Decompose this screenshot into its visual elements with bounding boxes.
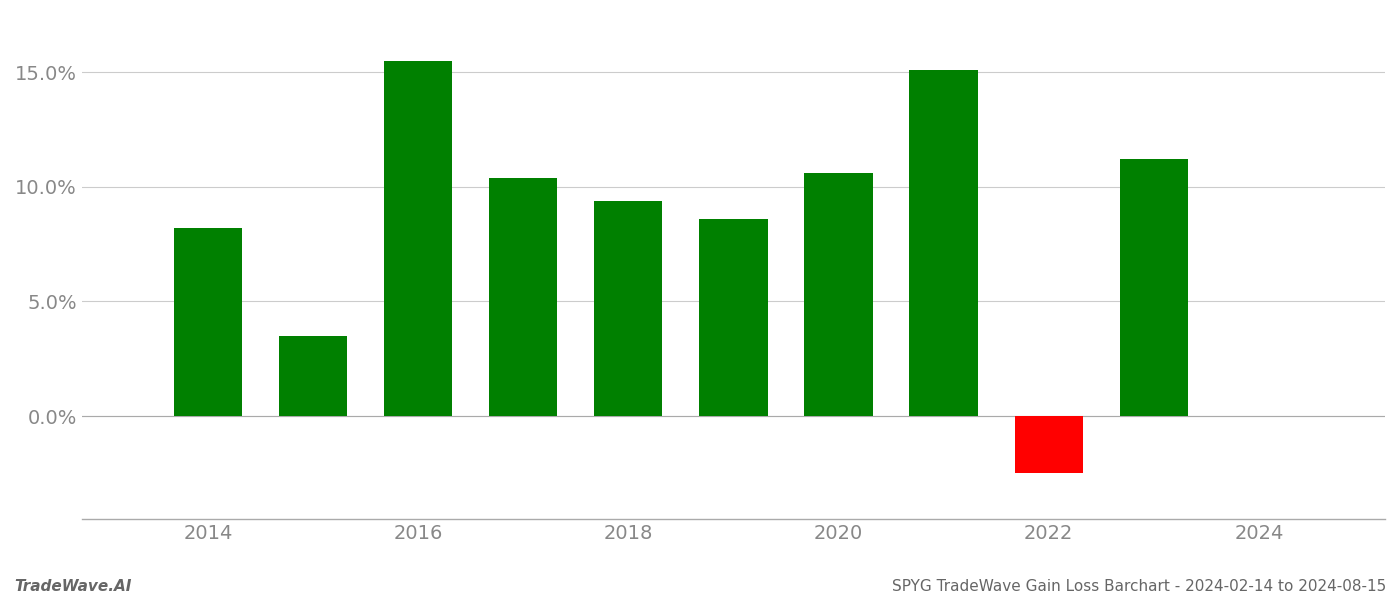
Text: TradeWave.AI: TradeWave.AI	[14, 579, 132, 594]
Bar	[699, 219, 767, 416]
Bar	[910, 70, 977, 416]
Bar	[174, 228, 242, 416]
Bar	[279, 336, 347, 416]
Bar	[384, 61, 452, 416]
Bar	[594, 200, 662, 416]
Bar	[1120, 160, 1189, 416]
Bar	[805, 173, 872, 416]
Bar	[489, 178, 557, 416]
Text: SPYG TradeWave Gain Loss Barchart - 2024-02-14 to 2024-08-15: SPYG TradeWave Gain Loss Barchart - 2024…	[892, 579, 1386, 594]
Bar	[1015, 416, 1082, 473]
